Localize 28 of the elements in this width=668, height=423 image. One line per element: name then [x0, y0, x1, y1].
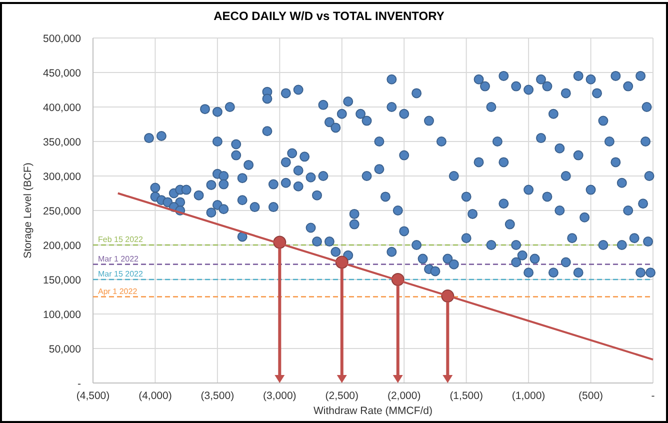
x-tick-label: (500): [578, 390, 604, 402]
x-tick-label: (3,500): [200, 390, 234, 402]
y-tick-label: 300,000: [43, 171, 82, 183]
y-tick-label: 50,000: [48, 344, 82, 356]
x-tick-label: (4,500): [76, 390, 110, 402]
ref-line-label: Feb 15 2022: [98, 235, 144, 244]
ref-line-label: Apr 1 2022: [98, 286, 138, 296]
x-tick-label: (3,000): [263, 390, 296, 402]
y-tick-label: 250,000: [43, 206, 82, 218]
chart-title: AECO DAILY W/D vs TOTAL INVENTORY: [214, 9, 444, 23]
x-tick-label: (4,000): [138, 390, 172, 402]
x-tick-label: (1,000): [512, 390, 546, 402]
x-tick-label: (2,500): [325, 390, 359, 402]
ref-line-label: Mar 1 2022: [98, 254, 140, 264]
x-axis-title: Withdraw Rate (MMCF/d): [313, 405, 433, 417]
y-axis-title: Storage Level (BCF): [22, 162, 34, 258]
y-tick-label: 500,000: [43, 33, 82, 45]
y-tick-label: 350,000: [43, 136, 82, 148]
ref-line-label: Mar 15 2022: [98, 270, 144, 278]
x-tick-label: (1,500): [450, 390, 483, 402]
y-tick-label: 450,000: [43, 68, 82, 80]
x-tick-label: -: [651, 390, 656, 402]
y-tick-label: -: [78, 378, 82, 390]
y-tick-label: 150,000: [43, 274, 82, 286]
y-tick-label: 200,000: [43, 240, 82, 252]
y-tick-label: 400,000: [43, 102, 82, 114]
y-tick-label: 100,000: [43, 309, 82, 321]
x-tick-label: (2,000): [387, 390, 421, 402]
